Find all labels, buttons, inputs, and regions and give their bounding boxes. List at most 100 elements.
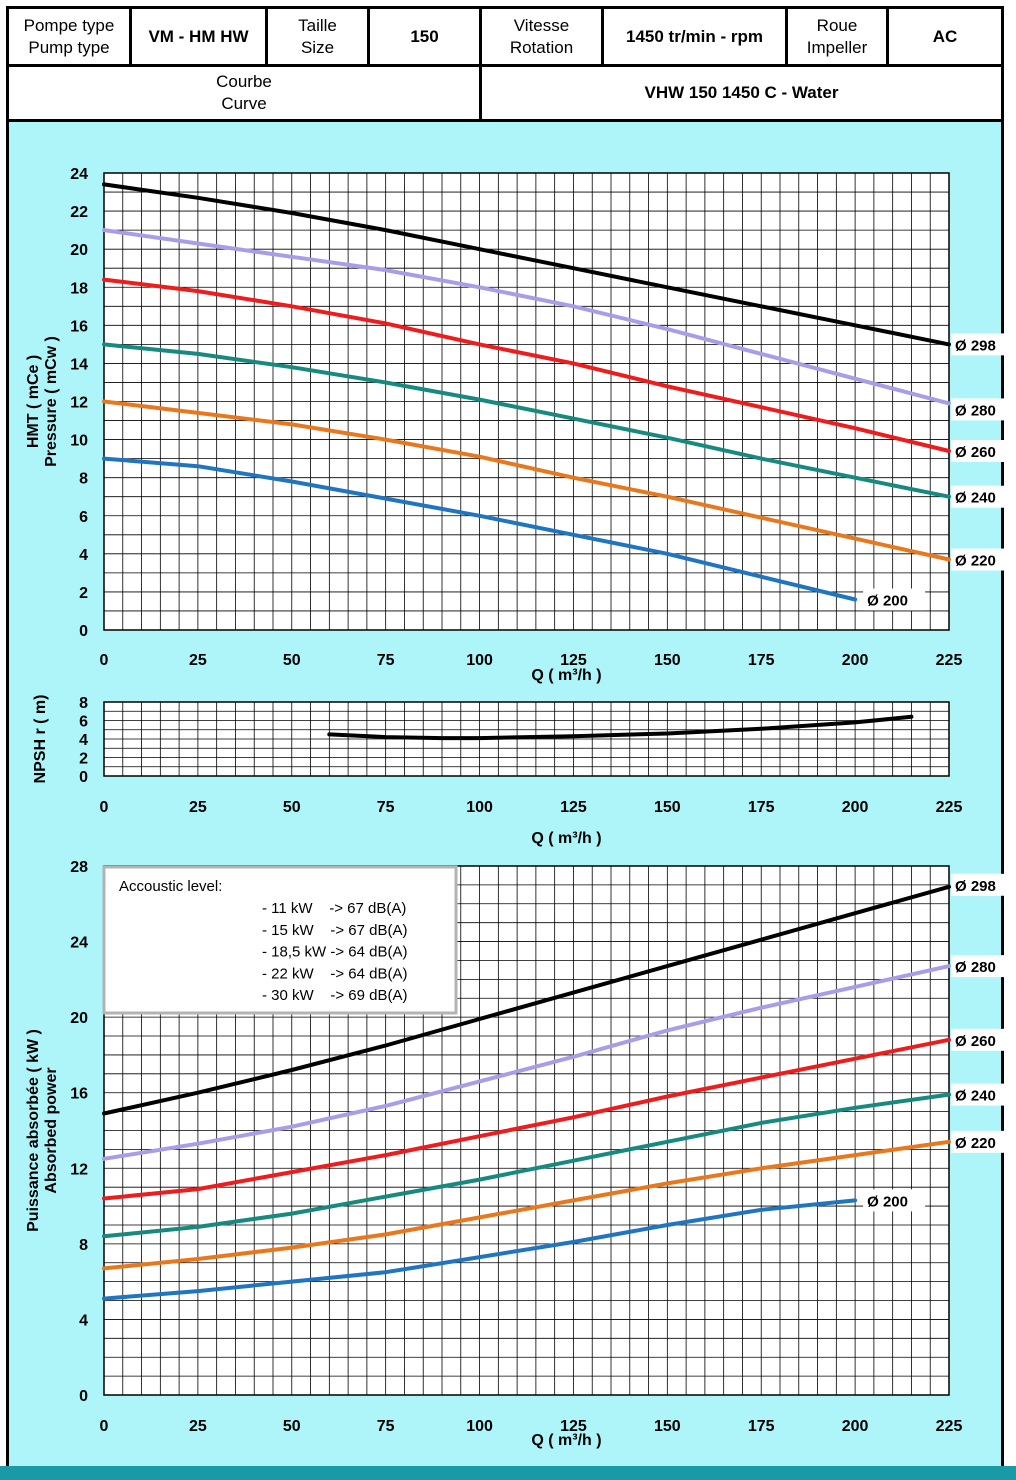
pump-type-label: Pompe type Pump type bbox=[9, 9, 129, 64]
speed-label-fr: Vitesse bbox=[513, 15, 570, 35]
x-tick-label: 200 bbox=[842, 652, 869, 669]
series-label-bg bbox=[951, 955, 1005, 978]
x-tick-label: 200 bbox=[842, 1418, 869, 1435]
legend-line: - 18,5 kW -> 64 dB(A) bbox=[262, 944, 407, 961]
chart-3: 0 4 8 12 16 20 24 28 0 25 50 75 100 125 150 175 200 225 Q … bbox=[25, 859, 1005, 1449]
y-tick-label: 4 bbox=[79, 732, 88, 749]
impeller-label-en: Impeller bbox=[806, 37, 868, 57]
series-240-line bbox=[102, 342, 951, 499]
divider bbox=[9, 64, 1001, 67]
y-axis-label: NPSH r ( m) bbox=[32, 695, 49, 784]
y-tick-label: 8 bbox=[79, 471, 88, 488]
x-tick-label: 50 bbox=[283, 799, 301, 816]
series-260-line bbox=[102, 277, 951, 453]
size-label-en: Size bbox=[300, 37, 335, 57]
y-tick-label: 14 bbox=[70, 356, 88, 373]
impeller-label: Roue Impeller bbox=[788, 9, 886, 64]
y-axis-label: Pressure ( mCw ) bbox=[43, 336, 60, 467]
x-tick-label: 25 bbox=[189, 1418, 207, 1435]
series-280-line bbox=[102, 228, 951, 406]
series-label: Ø 298 bbox=[955, 878, 996, 895]
y-tick-label: 22 bbox=[70, 204, 88, 221]
x-tick-label: 225 bbox=[936, 799, 963, 816]
impeller-label-fr: Roue bbox=[816, 15, 858, 35]
x-tick-label: 200 bbox=[842, 799, 869, 816]
x-tick-label: 100 bbox=[466, 799, 493, 816]
curve-label-en: Curve bbox=[221, 94, 267, 113]
x-axis-label: Q ( m³/h ) bbox=[531, 667, 601, 684]
pump-type-label-en: Pump type bbox=[28, 37, 110, 57]
y-tick-label: 4 bbox=[79, 1312, 88, 1329]
series-298-line bbox=[102, 182, 951, 347]
y-tick-label: 20 bbox=[70, 242, 88, 259]
series-280-line bbox=[102, 964, 951, 1161]
size-value: 150 bbox=[410, 26, 439, 46]
y-tick-label: 16 bbox=[70, 1086, 88, 1103]
series-220-line bbox=[102, 1139, 951, 1271]
curve-label: Courbe Curve bbox=[9, 67, 479, 119]
speed-label-en: Rotation bbox=[509, 37, 574, 57]
plot-frame bbox=[103, 865, 950, 1396]
header-table: Pompe type Pump type VM - HM HW Taille S… bbox=[6, 6, 1004, 122]
series-label: Ø 240 bbox=[955, 490, 996, 507]
bottom-bar bbox=[0, 1466, 1016, 1480]
x-tick-label: 50 bbox=[283, 652, 301, 669]
x-tick-label: 175 bbox=[748, 799, 775, 816]
x-axis-label: Q ( m³/h ) bbox=[531, 830, 601, 847]
x-tick-label: 175 bbox=[748, 652, 775, 669]
divider bbox=[785, 9, 788, 66]
legend-line: - 11 kW -> 67 dB(A) bbox=[262, 900, 406, 917]
y-tick-label: 6 bbox=[79, 714, 88, 731]
divider bbox=[129, 9, 132, 66]
x-tick-label: 150 bbox=[654, 1418, 681, 1435]
x-tick-label: 125 bbox=[560, 799, 587, 816]
divider bbox=[367, 9, 370, 66]
y-axis-label: Absorbed power bbox=[43, 1067, 60, 1193]
series-260-line bbox=[102, 1037, 951, 1201]
y-tick-label: 10 bbox=[70, 433, 88, 450]
series-label-bg bbox=[951, 485, 1005, 508]
y-tick-label: 12 bbox=[70, 1161, 88, 1178]
series-label: Ø 200 bbox=[867, 593, 908, 610]
series-label: Ø 260 bbox=[955, 1033, 996, 1050]
divider bbox=[886, 9, 889, 66]
legend-frame bbox=[102, 865, 458, 1015]
x-tick-label: 225 bbox=[936, 1418, 963, 1435]
series-label: Ø 280 bbox=[955, 959, 996, 976]
y-tick-label: 24 bbox=[70, 935, 88, 952]
series-label-bg bbox=[863, 588, 926, 611]
series-220-line bbox=[102, 399, 951, 562]
size-label: Taille Size bbox=[268, 9, 367, 64]
divider bbox=[265, 9, 268, 66]
series-label-bg bbox=[951, 873, 1005, 896]
x-tick-label: 75 bbox=[377, 1418, 395, 1435]
series-label-bg bbox=[863, 1189, 926, 1212]
x-tick-label: 150 bbox=[654, 652, 681, 669]
y-tick-label: 8 bbox=[79, 1237, 88, 1254]
x-tick-label: 25 bbox=[189, 652, 207, 669]
y-axis-label: Puissance absorbée ( kW ) bbox=[25, 1029, 42, 1232]
x-tick-label: 75 bbox=[377, 652, 395, 669]
x-axis-label: Q ( m³/h ) bbox=[531, 1432, 601, 1449]
curve-label-fr: Courbe bbox=[216, 72, 272, 91]
y-axis-label: HMT ( mCe ) bbox=[25, 355, 42, 448]
series-label-bg bbox=[951, 398, 1005, 421]
x-tick-label: 50 bbox=[283, 1418, 301, 1435]
series-label: Ø 280 bbox=[955, 402, 996, 419]
series-200-line bbox=[102, 456, 858, 602]
series-label: Ø 260 bbox=[955, 444, 996, 461]
y-tick-label: 12 bbox=[70, 395, 88, 412]
series-label-bg bbox=[951, 333, 1005, 356]
legend-title: Accoustic level: bbox=[119, 878, 222, 895]
y-tick-label: 2 bbox=[79, 751, 88, 768]
series-label: Ø 298 bbox=[955, 337, 996, 354]
series-label-bg bbox=[951, 548, 1005, 571]
y-tick-label: 20 bbox=[70, 1010, 88, 1027]
npsh-line bbox=[327, 714, 914, 741]
y-tick-label: 2 bbox=[79, 585, 88, 602]
speed-label: Vitesse Rotation bbox=[482, 9, 601, 64]
curve-value: VHW 150 1450 C - Water bbox=[644, 83, 839, 102]
series-298-line bbox=[102, 884, 951, 1116]
y-tick-label: 24 bbox=[70, 166, 88, 183]
y-tick-label: 8 bbox=[79, 695, 88, 712]
